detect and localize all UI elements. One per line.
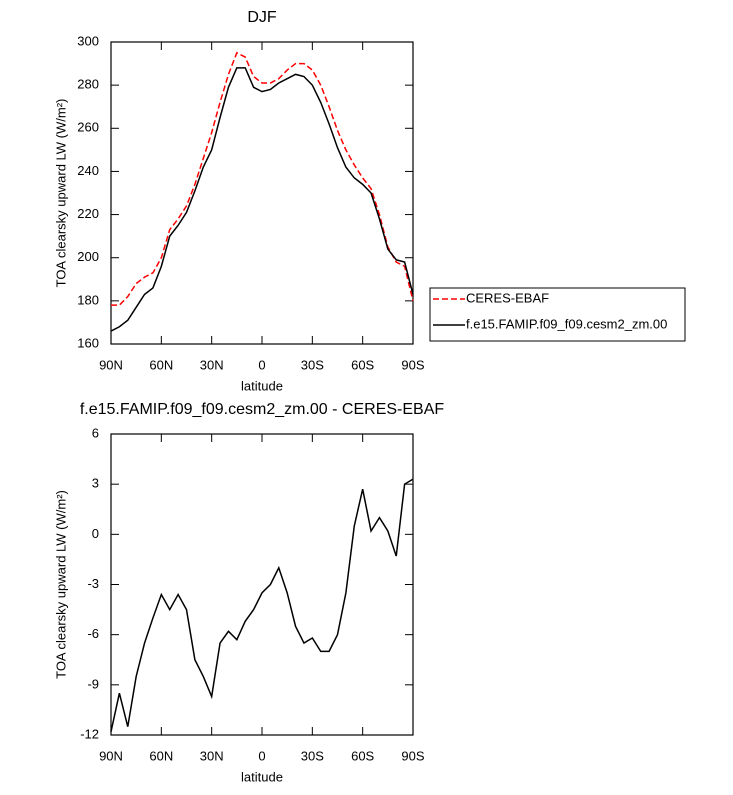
data-line xyxy=(110,67,414,332)
y-tick-label: 6 xyxy=(92,425,99,440)
legend-box xyxy=(429,287,686,342)
x-tick-label: 60S xyxy=(351,357,374,372)
y-tick-label: 220 xyxy=(77,206,99,221)
plot-frame xyxy=(110,433,414,736)
x-tick-label: 30N xyxy=(200,748,224,763)
y-tick-label: -6 xyxy=(87,626,99,641)
y-tick-label: -3 xyxy=(87,576,99,591)
x-tick-label: 30N xyxy=(200,357,224,372)
x-tick-label: 90S xyxy=(401,357,424,372)
y-tick-label: 200 xyxy=(77,249,99,264)
legend-label: CERES-EBAF xyxy=(466,290,549,305)
x-tick-label: 0 xyxy=(258,357,265,372)
x-tick-label: 90N xyxy=(99,357,123,372)
y-tick-label: 300 xyxy=(77,33,99,48)
chart-title: DJF xyxy=(247,9,277,26)
data-line xyxy=(110,478,414,732)
x-tick-label: 60N xyxy=(149,357,173,372)
y-tick-label: 0 xyxy=(92,526,99,541)
x-tick-label: 90S xyxy=(401,748,424,763)
x-axis-label: latitude xyxy=(241,769,283,784)
y-axis-label: TOA clearsky upward LW (W/m²) xyxy=(53,490,68,679)
y-tick-label: -9 xyxy=(87,676,99,691)
x-tick-label: 30S xyxy=(301,357,324,372)
chart-title: f.e15.FAMIP.f09_f09.cesm2_zm.00 - CERES-… xyxy=(80,401,445,418)
x-tick-label: 0 xyxy=(258,748,265,763)
y-tick-label: 240 xyxy=(77,163,99,178)
y-tick-label: 180 xyxy=(77,292,99,307)
y-axis-label: TOA clearsky upward LW (W/m²) xyxy=(53,99,68,288)
y-tick-label: 280 xyxy=(77,77,99,92)
x-tick-label: 30S xyxy=(301,748,324,763)
x-tick-label: 90N xyxy=(99,748,123,763)
x-tick-label: 60S xyxy=(351,748,374,763)
plot-frame xyxy=(110,41,414,345)
x-tick-label: 60N xyxy=(149,748,173,763)
y-tick-label: 260 xyxy=(77,120,99,135)
data-line xyxy=(111,51,414,306)
x-axis-label: latitude xyxy=(241,378,283,393)
y-tick-label: 160 xyxy=(77,335,99,350)
legend-label: f.e15.FAMIP.f09_f09.cesm2_zm.00 xyxy=(466,316,667,331)
y-tick-label: 3 xyxy=(92,476,99,491)
y-tick-label: -12 xyxy=(80,726,99,741)
